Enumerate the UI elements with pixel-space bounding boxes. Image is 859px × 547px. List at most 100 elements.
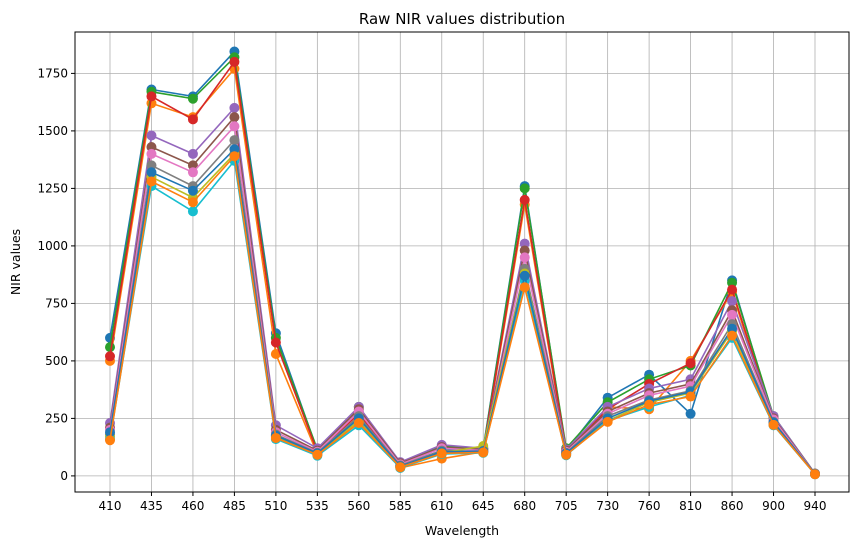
data-point xyxy=(187,114,198,125)
data-point xyxy=(644,399,655,410)
y-tick-label: 1250 xyxy=(37,181,68,195)
data-point xyxy=(105,435,115,446)
data-point xyxy=(561,449,572,460)
data-point xyxy=(146,148,157,159)
data-point xyxy=(353,418,364,428)
series-line xyxy=(109,115,816,475)
y-tick-label: 750 xyxy=(45,296,68,310)
data-point xyxy=(519,238,530,249)
data-point xyxy=(727,284,738,295)
data-point xyxy=(187,167,198,178)
data-point xyxy=(229,112,240,123)
y-tick-label: 1500 xyxy=(37,124,68,138)
data-point xyxy=(229,144,240,155)
data-point xyxy=(519,252,530,263)
data-point xyxy=(187,185,198,196)
data-point xyxy=(270,432,281,443)
x-tick-label: 535 xyxy=(306,499,329,513)
y-axis-ticks: 0 250 500 750 1000 1250 1500 1750 xyxy=(37,66,75,483)
data-point xyxy=(229,56,240,67)
data-point xyxy=(146,176,157,187)
data-point xyxy=(519,194,530,205)
x-tick-label: 730 xyxy=(596,499,619,513)
data-point xyxy=(519,183,530,194)
y-tick-label: 1000 xyxy=(37,239,68,253)
data-point xyxy=(105,351,115,362)
data-point xyxy=(602,416,613,427)
data-point xyxy=(146,142,157,152)
series-6 xyxy=(105,112,820,479)
data-point xyxy=(685,391,696,402)
y-tick-label: 1750 xyxy=(37,66,68,80)
x-tick-label: 610 xyxy=(430,499,453,513)
x-tick-label: 435 xyxy=(140,499,163,513)
plot-frame xyxy=(74,31,850,493)
data-point xyxy=(146,160,157,171)
data-point xyxy=(727,309,738,320)
x-tick-label: 810 xyxy=(679,499,702,513)
data-point xyxy=(187,148,198,159)
series-2 xyxy=(105,63,820,480)
data-point xyxy=(229,121,240,132)
series-10 xyxy=(105,155,820,480)
x-tick-label: 705 xyxy=(555,499,578,513)
grid xyxy=(75,32,849,492)
y-tick-label: 500 xyxy=(45,354,68,368)
x-tick-label: 460 xyxy=(181,499,204,513)
data-point xyxy=(187,206,198,217)
x-tick-label: 900 xyxy=(762,499,785,513)
data-point xyxy=(229,135,240,146)
data-point xyxy=(270,337,281,348)
chart-title: Raw NIR values distribution xyxy=(359,10,565,28)
series-1 xyxy=(105,46,820,479)
series-4 xyxy=(105,56,820,479)
y-axis-label: NIR values xyxy=(8,229,23,295)
data-point xyxy=(478,447,489,458)
data-point xyxy=(685,408,696,419)
series-line xyxy=(109,59,816,475)
series-layer xyxy=(105,46,820,480)
series-line xyxy=(109,152,816,475)
data-point xyxy=(187,160,198,171)
series-line xyxy=(109,147,816,475)
data-point xyxy=(187,93,198,104)
series-line xyxy=(109,138,816,475)
data-point xyxy=(436,448,447,459)
data-point xyxy=(519,270,530,281)
series-11 xyxy=(105,144,820,480)
data-point xyxy=(727,277,738,288)
series-line xyxy=(109,124,816,475)
x-tick-label: 645 xyxy=(472,499,495,513)
data-point xyxy=(270,349,281,359)
series-line xyxy=(109,55,816,475)
data-point xyxy=(519,245,530,256)
series-3 xyxy=(105,52,820,479)
series-9 xyxy=(105,148,820,480)
data-point xyxy=(685,358,696,369)
series-5 xyxy=(105,102,820,479)
data-point xyxy=(395,462,406,473)
data-point xyxy=(146,91,157,102)
data-point xyxy=(727,296,738,307)
x-axis-ticks: 410 435 460 485 510 535 560 585 610 645 680 705 730 7… xyxy=(99,492,827,513)
series-line xyxy=(109,154,816,475)
data-point xyxy=(229,102,240,113)
x-tick-label: 410 xyxy=(99,499,122,513)
data-point xyxy=(768,419,779,430)
x-tick-label: 860 xyxy=(721,499,744,513)
series-line xyxy=(109,106,816,475)
data-point xyxy=(187,197,198,208)
data-point xyxy=(312,449,323,460)
data-point xyxy=(810,469,820,480)
x-tick-label: 485 xyxy=(223,499,246,513)
x-tick-label: 760 xyxy=(638,499,661,513)
data-point xyxy=(229,151,240,162)
data-point xyxy=(105,342,115,353)
data-point xyxy=(727,323,738,334)
data-point xyxy=(727,330,738,341)
x-tick-label: 940 xyxy=(804,499,827,513)
series-line xyxy=(109,49,816,475)
data-point xyxy=(146,130,157,141)
data-point xyxy=(146,167,157,178)
